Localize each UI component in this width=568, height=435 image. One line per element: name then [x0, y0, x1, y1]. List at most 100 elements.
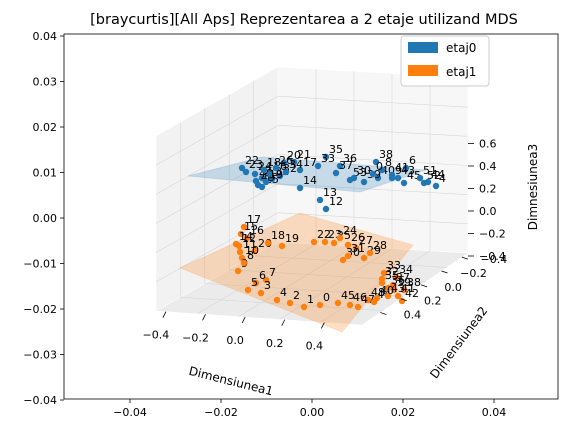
point-label-etaj1: 41	[401, 282, 415, 295]
point-etaj0	[282, 168, 290, 176]
point-etaj1	[344, 241, 352, 249]
point-label-etaj1: 34	[399, 263, 413, 276]
point-label-etaj0: 9	[395, 164, 402, 177]
x-tick-label: 0.4	[306, 339, 324, 352]
point-etaj0	[296, 166, 304, 174]
point-label-etaj1: 22	[317, 228, 331, 241]
point-label-etaj1: 32	[385, 265, 399, 278]
point-label-etaj0: 38	[379, 148, 393, 161]
point-etaj0	[238, 164, 246, 172]
point-label-etaj0: 23	[249, 158, 263, 171]
point-etaj0	[336, 162, 344, 170]
x-tick-label: −0.2	[182, 331, 209, 344]
grid-line	[277, 154, 469, 166]
chart-title: [braycurtis][All Aps] Reprezentarea a 2 …	[90, 12, 518, 28]
point-label-etaj1: 17	[247, 213, 261, 226]
point-label-etaj0: 44	[431, 168, 445, 181]
legend-label-etaj1: etaj1	[446, 65, 476, 79]
point-etaj1	[352, 244, 360, 252]
point-etaj1	[264, 239, 272, 247]
outer-y-tick-label: −0.02	[23, 303, 57, 316]
point-label-etaj1: 43	[391, 282, 405, 295]
z-tick-label: −0.2	[479, 228, 506, 241]
point-label-etaj1: 0	[323, 291, 330, 304]
grid-line	[277, 95, 469, 108]
point-etaj0	[394, 174, 402, 182]
point-label-etaj1: 8	[247, 249, 254, 262]
legend-swatch-etaj1	[408, 65, 438, 76]
point-etaj1	[234, 267, 242, 275]
x-tick	[281, 319, 286, 326]
point-label-etaj1: 19	[285, 232, 299, 245]
point-etaj1	[334, 299, 342, 307]
grid-line	[279, 248, 393, 320]
grid-line	[155, 95, 279, 166]
grid-line	[277, 183, 469, 195]
grid-line	[180, 296, 384, 311]
point-label-etaj0: 37	[339, 159, 353, 172]
z-tick-label: 0.2	[479, 183, 497, 196]
point-label-etaj1: 28	[373, 239, 387, 252]
point-label-etaj1: 11	[243, 238, 257, 251]
point-etaj1	[273, 296, 281, 304]
point-label-etaj0: 4	[439, 172, 446, 185]
point-label-etaj1: 10	[245, 244, 259, 257]
x-tick-label: −0.4	[143, 329, 170, 342]
outer-y-tick-label: 0.01	[33, 167, 58, 180]
point-label-etaj1: 4	[280, 286, 287, 299]
point-label-etaj1: 18	[271, 229, 285, 242]
point-label-etaj1: 2	[293, 289, 300, 302]
point-label-etaj1: 27	[359, 234, 373, 247]
grid-line	[155, 154, 279, 224]
y-tick-label: −0.2	[460, 267, 487, 280]
point-etaj0	[266, 170, 274, 178]
point-label-etaj1: 38	[407, 276, 421, 289]
y-tick-label: 0.2	[424, 295, 442, 308]
point-etaj0	[402, 164, 410, 172]
point-label-etaj0: 20	[287, 149, 301, 162]
point-etaj1	[390, 286, 398, 294]
point-etaj1	[238, 254, 246, 262]
point-label-etaj1: 5	[251, 276, 258, 289]
outer-y-tick-label: 0.04	[33, 30, 58, 43]
point-etaj1	[251, 247, 259, 255]
point-etaj0	[262, 178, 270, 186]
z-tick-label: 0.6	[479, 138, 497, 151]
grid-line	[155, 212, 279, 283]
point-label-etaj0: 17	[303, 156, 317, 169]
point-etaj0	[332, 169, 340, 177]
outer-x-tick-label: 0.00	[300, 406, 325, 419]
point-etaj1	[240, 259, 248, 267]
grid-line	[229, 269, 426, 283]
point-etaj0	[280, 159, 288, 167]
point-etaj1	[310, 238, 318, 246]
point-etaj1	[364, 296, 372, 304]
point-label-etaj0: 36	[343, 152, 357, 165]
point-etaj1	[321, 238, 329, 246]
point-etaj1	[360, 254, 368, 262]
point-label-etaj0: 13	[323, 186, 337, 199]
point-label-etaj0: 51	[423, 164, 437, 177]
point-etaj0	[372, 158, 380, 166]
y-tick	[461, 256, 469, 260]
point-label-etaj0: 43	[401, 164, 415, 177]
grid-line	[277, 212, 469, 225]
grid-line	[204, 283, 405, 297]
point-etaj1	[378, 279, 386, 287]
point-etaj1	[336, 234, 344, 242]
point-etaj0	[242, 168, 250, 176]
point-label-etaj0: 0	[376, 160, 383, 173]
point-label-etaj1: 46	[353, 291, 367, 304]
point-label-etaj0: 12	[329, 195, 343, 208]
point-etaj1	[346, 301, 354, 309]
point-etaj0	[276, 172, 284, 180]
y-tick	[400, 298, 407, 302]
point-etaj1	[389, 281, 397, 289]
y-tick	[441, 270, 448, 274]
outer-x-tick-label: −0.02	[204, 406, 238, 419]
point-label-etaj1: 45	[341, 289, 355, 302]
point-etaj1	[354, 303, 362, 311]
grid-line	[277, 125, 469, 137]
outer-y-tick-label: −0.04	[23, 394, 57, 407]
point-etaj1	[380, 269, 388, 277]
